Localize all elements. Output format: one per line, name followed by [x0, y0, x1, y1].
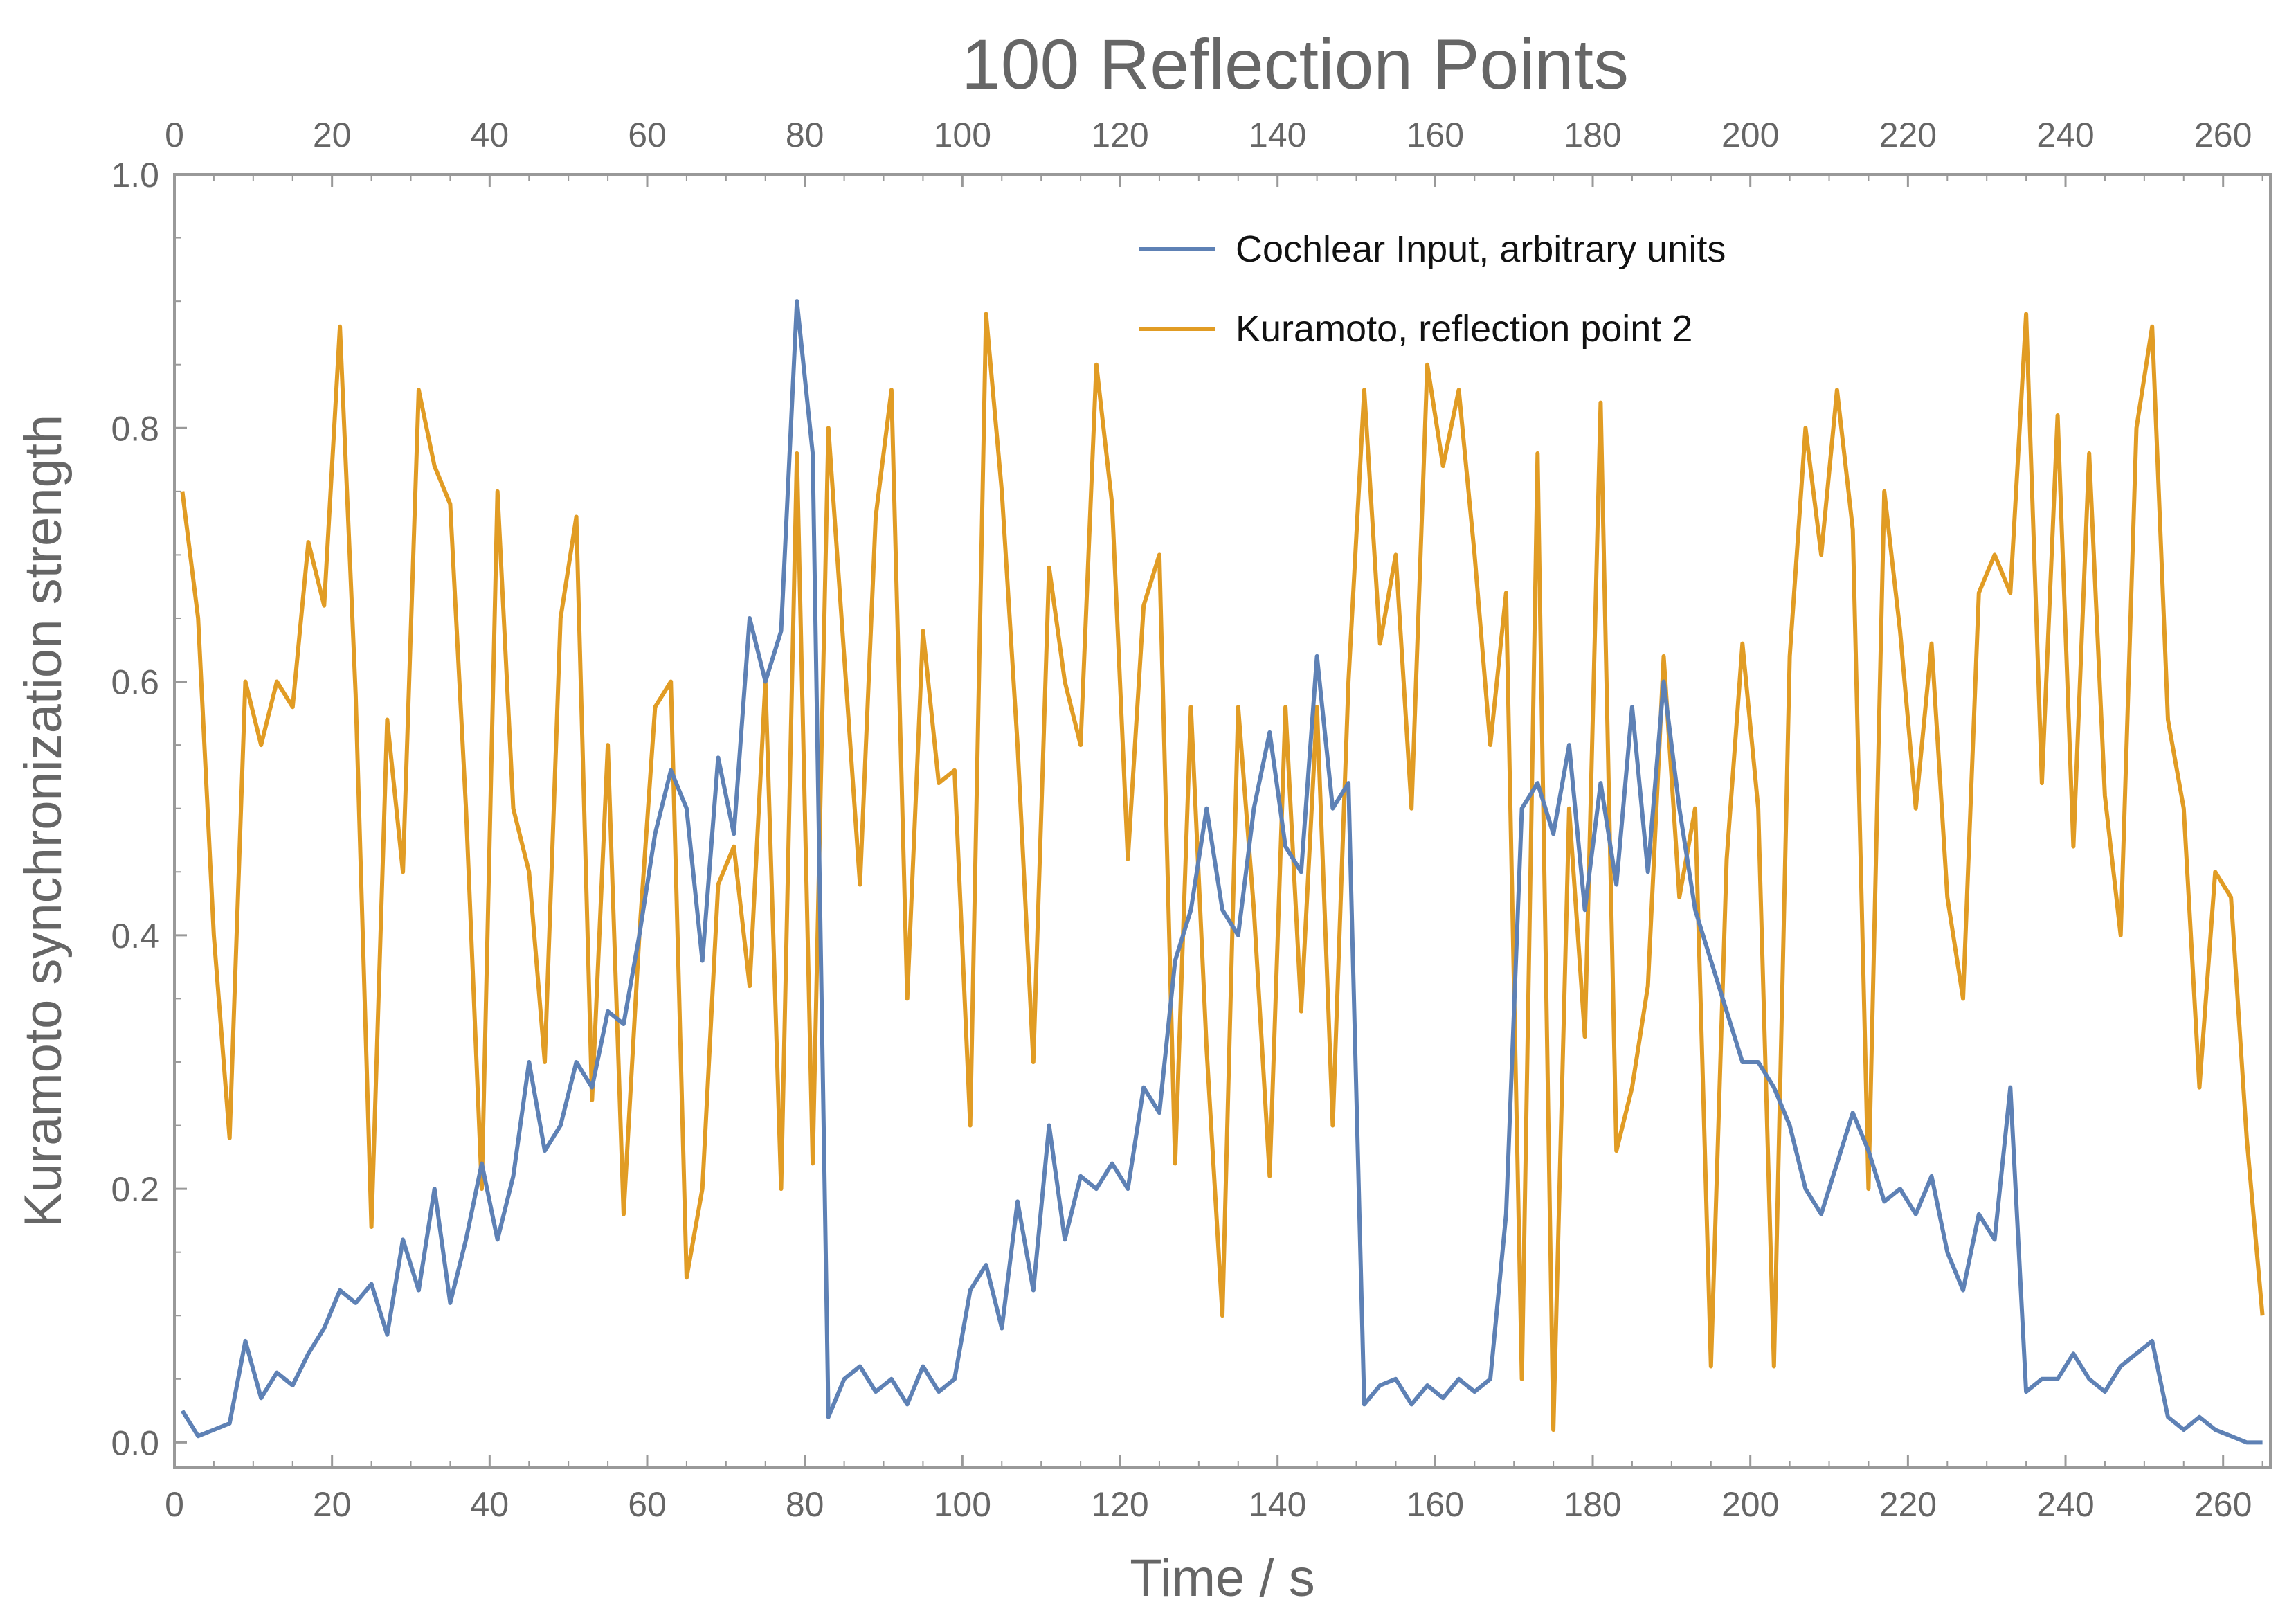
x-tick-label: 260 [2194, 1485, 2252, 1524]
x-axis-top: 0 20 40 60 80 100 120 140 160 180 200 220 240 260 [165, 116, 2263, 187]
legend-label: Cochlear Input, arbitrary units [1236, 228, 1726, 270]
y-tick-label: 0.2 [111, 1170, 159, 1209]
x-top-tick-label: 100 [934, 116, 991, 154]
x-axis-title: Time / s [1130, 1549, 1314, 1608]
x-top-tick-label: 0 [165, 116, 184, 154]
y-tick-label: 0.6 [111, 663, 159, 702]
x-top-tick-label: 160 [1407, 116, 1464, 154]
x-top-tick-label: 120 [1091, 116, 1148, 154]
series-line-cochlear-input [180, 299, 2263, 1445]
y-tick-label: 0.4 [111, 917, 159, 955]
x-top-tick-label: 220 [1879, 116, 1937, 154]
x-tick-label: 20 [313, 1485, 352, 1524]
x-top-tick-label: 260 [2194, 116, 2252, 154]
x-tick-label: 80 [786, 1485, 824, 1524]
y-axis-left: 0.0 0.2 0.4 0.6 0.8 1.0 [111, 156, 187, 1462]
series-line-kuramoto [180, 312, 2265, 1432]
x-tick-label: 140 [1249, 1485, 1306, 1524]
x-top-tick-label: 80 [786, 116, 824, 154]
x-top-tick-label: 240 [2036, 116, 2094, 154]
chart-title: 100 Reflection Points [961, 25, 1629, 104]
y-tick-label: 1.0 [111, 156, 159, 195]
x-tick-label: 180 [1564, 1485, 1621, 1524]
x-top-tick-label: 180 [1564, 116, 1621, 154]
y-tick-label: 0.0 [111, 1423, 159, 1462]
x-tick-label: 240 [2036, 1485, 2094, 1524]
x-tick-label: 100 [934, 1485, 991, 1524]
y-tick-label: 0.8 [111, 409, 159, 448]
x-tick-label: 40 [471, 1485, 509, 1524]
legend: Cochlear Input, arbitrary units Kuramoto,… [1139, 228, 1726, 350]
x-top-tick-label: 60 [628, 116, 667, 154]
y-axis-title: Kuramoto synchronization strength [14, 415, 73, 1228]
x-tick-label: 120 [1091, 1485, 1148, 1524]
x-top-tick-label: 140 [1249, 116, 1306, 154]
x-top-tick-label: 20 [313, 116, 352, 154]
x-tick-label: 0 [165, 1485, 184, 1524]
series-layer [180, 299, 2265, 1445]
x-tick-label: 220 [1879, 1485, 1937, 1524]
legend-label: Kuramoto, reflection point 2 [1236, 308, 1692, 350]
x-tick-label: 60 [628, 1485, 667, 1524]
x-top-tick-label: 40 [471, 116, 509, 154]
x-tick-label: 200 [1721, 1485, 1779, 1524]
x-top-tick-label: 200 [1721, 116, 1779, 154]
x-tick-label: 160 [1407, 1485, 1464, 1524]
x-axis-bottom: 0 20 40 60 80 100 120 140 160 180 200 220 240 260 [165, 1455, 2263, 1524]
